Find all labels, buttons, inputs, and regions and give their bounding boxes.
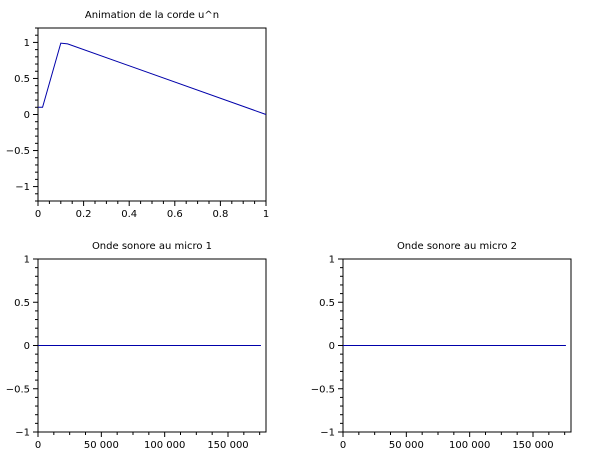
y-tick-label: −1 — [15, 428, 30, 439]
y-tick-label: −1 — [320, 428, 335, 439]
y-tick-label: 1 — [24, 38, 30, 49]
y-tick-label: −1 — [15, 182, 30, 193]
chart-string-animation: Animation de la corde u^n 0 0.2 0.4 0.6 0.8 1… — [6, 10, 269, 220]
x-tick-label: 1 — [263, 209, 269, 220]
x-tick-label: 150 000 — [512, 440, 553, 451]
y-tick-label: 0.5 — [14, 298, 30, 309]
chart-title: Onde sonore au micro 2 — [397, 241, 517, 252]
y-tick-label: 0 — [24, 110, 30, 121]
plot-frame — [37, 27, 267, 202]
y-tick-label: 0.5 — [14, 74, 30, 85]
x-tick-label: 0.6 — [167, 209, 183, 220]
chart-microphone-2: Onde sonore au micro 2 0 50 000 100 000 150… — [311, 241, 572, 451]
x-tick-label: 50 000 — [84, 440, 119, 451]
y-tick-label: −0.5 — [6, 146, 30, 157]
chart-title: Animation de la corde u^n — [85, 10, 219, 21]
y-tick-label: −0.5 — [6, 384, 30, 395]
x-tick-label: 100 000 — [144, 440, 185, 451]
chart-title: Onde sonore au micro 1 — [92, 241, 212, 252]
x-tick-label: 100 000 — [449, 440, 490, 451]
x-tick-label: 150 000 — [207, 440, 248, 451]
x-tick-label: 50 000 — [389, 440, 424, 451]
y-tick-label: 1 — [329, 255, 335, 266]
x-tick-label: 0.4 — [121, 209, 137, 220]
y-tick-label: 1 — [24, 255, 30, 266]
y-tick-label: −0.5 — [311, 384, 335, 395]
x-tick-label: 0.8 — [212, 209, 228, 220]
x-tick-label: 0.2 — [76, 209, 92, 220]
x-tick-label: 0 — [35, 440, 41, 451]
x-tick-label: 0 — [340, 440, 346, 451]
y-tick-label: 0.5 — [319, 298, 335, 309]
chart-microphone-1: Onde sonore au micro 1 0 50 000 100 000 150… — [6, 241, 267, 451]
y-tick-label: 0 — [24, 341, 30, 352]
x-tick-label: 0 — [35, 209, 41, 220]
y-tick-label: 0 — [329, 341, 335, 352]
series-line — [38, 42, 267, 115]
